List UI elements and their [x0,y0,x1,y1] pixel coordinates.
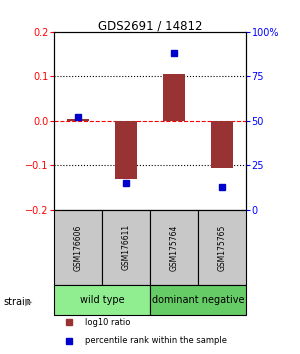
Text: GSM176611: GSM176611 [122,224,130,270]
Bar [54,285,150,315]
Text: strain: strain [3,297,31,307]
Text: percentile rank within the sample: percentile rank within the sample [85,336,227,345]
Text: log10 ratio: log10 ratio [85,318,130,327]
Text: GSM176606: GSM176606 [74,224,82,270]
Bar [54,210,102,285]
Bar [198,210,246,285]
Text: GSM175764: GSM175764 [169,224,178,270]
Text: GDS2691 / 14812: GDS2691 / 14812 [98,19,202,33]
Text: wild type: wild type [80,295,124,305]
Bar [102,210,150,285]
Bar [211,121,233,167]
Bar [67,119,89,121]
Text: GSM175765: GSM175765 [218,224,226,270]
Bar [115,121,137,179]
Text: dominant negative: dominant negative [152,295,244,305]
Text: ▶: ▶ [25,297,32,307]
Bar [150,285,246,315]
Bar [150,210,198,285]
Bar [163,74,185,121]
